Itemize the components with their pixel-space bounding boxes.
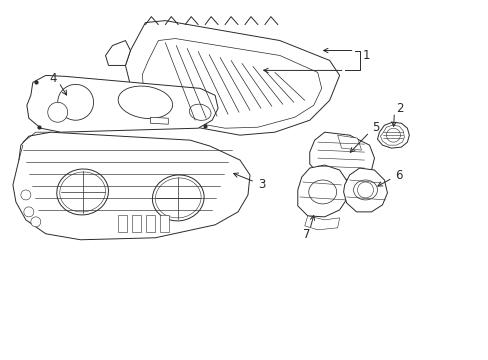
Polygon shape xyxy=(150,117,168,124)
Polygon shape xyxy=(148,105,180,122)
Polygon shape xyxy=(380,125,404,145)
Ellipse shape xyxy=(152,175,203,221)
Polygon shape xyxy=(343,168,386,212)
Polygon shape xyxy=(132,215,141,232)
Polygon shape xyxy=(125,21,339,135)
Text: 4: 4 xyxy=(49,72,57,85)
Circle shape xyxy=(31,217,41,227)
Ellipse shape xyxy=(189,104,211,120)
Text: 5: 5 xyxy=(372,121,379,134)
Polygon shape xyxy=(13,132,249,240)
Circle shape xyxy=(386,128,400,142)
Ellipse shape xyxy=(60,172,105,212)
Ellipse shape xyxy=(308,180,336,204)
Polygon shape xyxy=(160,215,169,232)
Circle shape xyxy=(48,102,67,122)
Circle shape xyxy=(21,190,31,200)
Circle shape xyxy=(58,84,93,120)
Polygon shape xyxy=(146,215,155,232)
Text: 6: 6 xyxy=(395,168,402,181)
Text: 3: 3 xyxy=(258,179,265,192)
Polygon shape xyxy=(118,215,127,232)
Text: 1: 1 xyxy=(362,49,369,62)
Polygon shape xyxy=(297,165,347,217)
Text: 2: 2 xyxy=(396,102,403,115)
Ellipse shape xyxy=(155,178,201,218)
Ellipse shape xyxy=(118,86,172,118)
Polygon shape xyxy=(142,39,321,128)
Circle shape xyxy=(357,182,373,198)
Ellipse shape xyxy=(57,169,108,215)
Text: 7: 7 xyxy=(303,228,310,241)
Circle shape xyxy=(24,207,34,217)
Polygon shape xyxy=(309,132,374,180)
Polygon shape xyxy=(337,135,361,150)
Polygon shape xyxy=(304,216,339,230)
Polygon shape xyxy=(377,122,408,148)
Polygon shape xyxy=(27,75,218,132)
Polygon shape xyxy=(105,41,130,66)
Ellipse shape xyxy=(353,180,377,200)
